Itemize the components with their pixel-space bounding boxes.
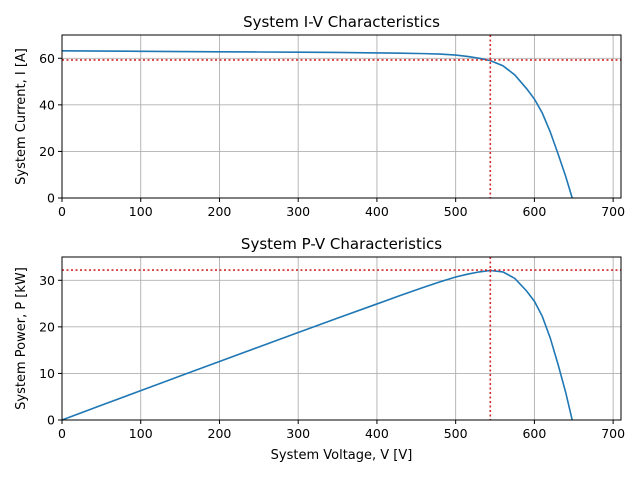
x-tick-label: 200 [208,426,232,441]
y-axis-label: System Power, P [kW] [14,267,29,410]
y-tick-label: 10 [39,366,55,381]
x-tick-label: 500 [444,426,468,441]
x-tick-label: 600 [522,204,546,219]
iv-chart: 0 100 200 300 400 500 600 700 0 20 40 60 System I-V … [14,13,625,219]
x-tick-label: 500 [444,204,468,219]
pv-chart: 0 100 200 300 400 500 600 700 0 10 20 30 System P-V … [14,235,625,463]
y-tick-label: 20 [39,144,55,159]
x-tick-label: 100 [129,204,153,219]
x-tick-label: 300 [286,204,310,219]
x-tick-label: 0 [58,426,66,441]
series-line [61,269,573,421]
y-tick-label: 0 [47,191,55,206]
x-tick-label: 400 [365,426,389,441]
x-tick-label: 700 [601,426,625,441]
x-tick-label: 100 [129,426,153,441]
y-axis-label: System Current, I [A] [14,48,29,185]
axes-frame [61,34,622,199]
x-tick-label: 0 [58,204,66,219]
x-axis-label: System Voltage, V [V] [271,448,413,463]
x-tick-label: 600 [522,426,546,441]
chart-title: System I-V Characteristics [243,13,440,31]
y-tick-label: 30 [39,273,55,288]
y-tick-label: 60 [39,51,55,66]
y-tick-label: 40 [39,97,55,112]
x-tick-label: 300 [286,426,310,441]
y-tick-label: 20 [39,319,55,334]
chart-title: System P-V Characteristics [241,235,442,253]
axes-frame [61,256,622,421]
x-tick-label: 700 [601,204,625,219]
x-tick-label: 200 [208,204,232,219]
y-tick-label: 0 [47,413,55,428]
x-tick-label: 400 [365,204,389,219]
series-line [61,50,573,199]
